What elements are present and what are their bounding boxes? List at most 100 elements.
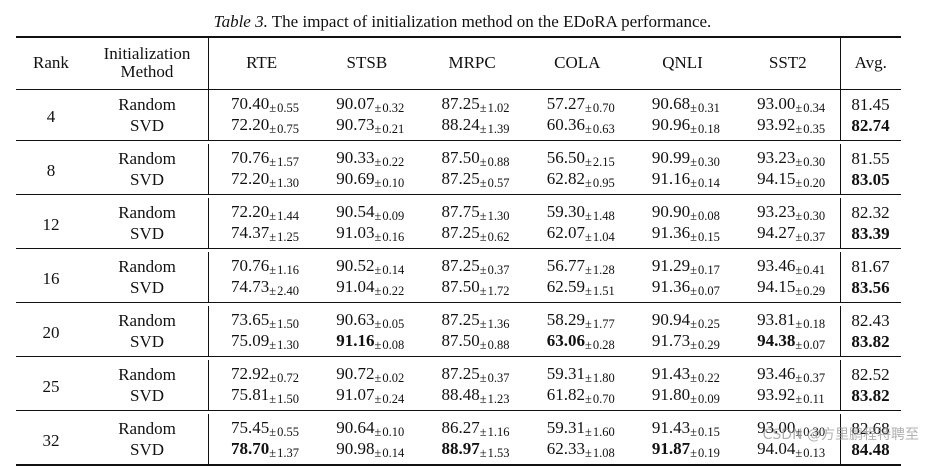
std-value: 0.21 [382,121,405,136]
plus-minus-sign: ± [795,262,803,277]
mean-value: 87.75 [441,201,480,221]
plus-minus-sign: ± [269,316,277,331]
mean-value: 90.52 [336,255,375,275]
mean-value: 62.07 [546,222,585,242]
std-value: 0.02 [382,370,405,385]
value-cell: 59.31±1.80 [525,360,630,385]
table-header-row: Rank Initialization Method RTE STSB MRPC… [16,36,901,90]
method-cell: Random [86,143,209,169]
std-value: 0.88 [487,154,510,169]
mean-value: 91.43 [651,363,691,383]
avg-value: 83.56 [851,277,890,297]
table-row: SVD 74.73±2.40 91.04±0.22 87.50±1.72 62.59±1… [16,276,901,303]
mean-value: 94.38 [757,330,796,350]
plus-minus-sign: ± [374,370,382,385]
plus-minus-sign: ± [690,337,698,352]
plus-minus-sign: ± [584,175,592,190]
table-row: 16 Random 70.76±1.16 90.52±0.14 87.25±0.37 56… [16,251,901,303]
plus-minus-sign: ± [584,121,592,136]
avg-value: 81.45 [851,94,890,114]
avg-cell: 82.52 [840,359,901,385]
plus-minus-sign: ± [374,316,382,331]
group-separator [16,301,901,306]
avg-cell: 82.43 [840,305,901,331]
plus-minus-sign: ± [795,121,803,136]
value-cell: 87.25±0.57 [419,168,525,195]
std-value: 0.15 [698,424,720,439]
method-cell: SVD [86,168,209,195]
std-value: 1.25 [277,229,299,244]
mean-value: 91.36 [651,222,691,242]
mean-value: 91.03 [336,222,375,242]
value-cell: 58.29±1.77 [525,306,630,331]
mean-value: 90.98 [336,438,375,458]
mean-value: 72.20 [231,168,270,188]
value-cell: 93.81±0.18 [735,306,841,331]
plus-minus-sign: ± [374,262,382,277]
mean-value: 74.73 [231,276,270,296]
mean-value: 94.27 [757,222,796,242]
std-value: 0.07 [698,283,720,298]
value-cell: 87.50±1.72 [419,276,525,303]
avg-value: 82.74 [851,115,890,135]
value-cell: 62.33±1.08 [524,438,630,466]
mean-value: 93.92 [757,384,796,404]
mean-value: 74.37 [231,222,270,242]
std-value: 1.04 [592,229,615,244]
mean-value: 90.63 [336,309,375,329]
table-body: 4 Random 70.40±0.55 90.07±0.32 87.25±1.02 57.… [16,89,901,466]
value-cell: 90.54±0.09 [314,198,419,223]
group-separator [16,139,901,144]
group-separator [16,355,901,360]
table-row: 20 Random 73.65±1.50 90.63±0.05 87.25±1.36 58… [16,305,901,357]
plus-minus-sign: ± [795,337,803,352]
std-value: 0.07 [803,337,826,352]
std-value: 0.55 [277,424,299,439]
std-value: 1.02 [487,100,510,115]
plus-minus-sign: ± [479,100,487,115]
std-value: 1.44 [277,208,299,223]
mean-value: 59.30 [546,201,585,221]
mean-value: 94.15 [757,168,796,188]
plus-minus-sign: ± [374,391,382,406]
plus-minus-sign: ± [690,262,698,277]
std-value: 2.40 [277,283,299,298]
mean-value: 93.00 [757,93,796,113]
header-init-method: Initialization Method [86,36,209,90]
avg-cell: 83.39 [840,222,901,249]
std-value: 1.39 [487,121,510,136]
mean-value: 90.94 [651,309,691,329]
std-value: 1.30 [277,175,299,190]
header-rank: Rank [16,36,86,90]
plus-minus-sign: ± [795,208,803,223]
table-row: 8 Random 70.76±1.57 90.33±0.22 87.50±0.88 56.… [16,143,901,195]
std-value: 1.36 [487,316,510,331]
plus-minus-sign: ± [374,208,382,223]
std-value: 0.57 [487,175,510,190]
mean-value: 62.33 [546,438,585,458]
method-cell: SVD [86,438,209,466]
std-value: 0.70 [592,100,615,115]
mean-value: 75.09 [231,330,270,350]
value-cell: 75.81±1.50 [208,384,315,411]
plus-minus-sign: ± [795,316,803,331]
plus-minus-sign: ± [479,121,487,136]
header-avg: Avg. [840,36,901,90]
plus-minus-sign: ± [269,154,277,169]
value-cell: 91.07±0.24 [314,384,420,411]
group-separator [16,193,901,198]
method-cell: SVD [86,114,209,141]
table-row: 25 Random 72.92±0.72 90.72±0.02 87.25±0.37 59… [16,359,901,411]
std-value: 0.09 [382,208,405,223]
plus-minus-sign: ± [269,337,277,352]
std-value: 0.62 [487,229,510,244]
std-value: 1.50 [277,316,299,331]
std-value: 0.08 [382,337,405,352]
std-value: 1.77 [592,316,615,331]
avg-value: 81.55 [851,148,890,168]
method-cell: SVD [86,222,209,249]
std-value: 1.80 [592,370,615,385]
plus-minus-sign: ± [269,229,277,244]
value-cell: 93.00±0.30 [735,414,841,439]
std-value: 0.05 [382,316,405,331]
